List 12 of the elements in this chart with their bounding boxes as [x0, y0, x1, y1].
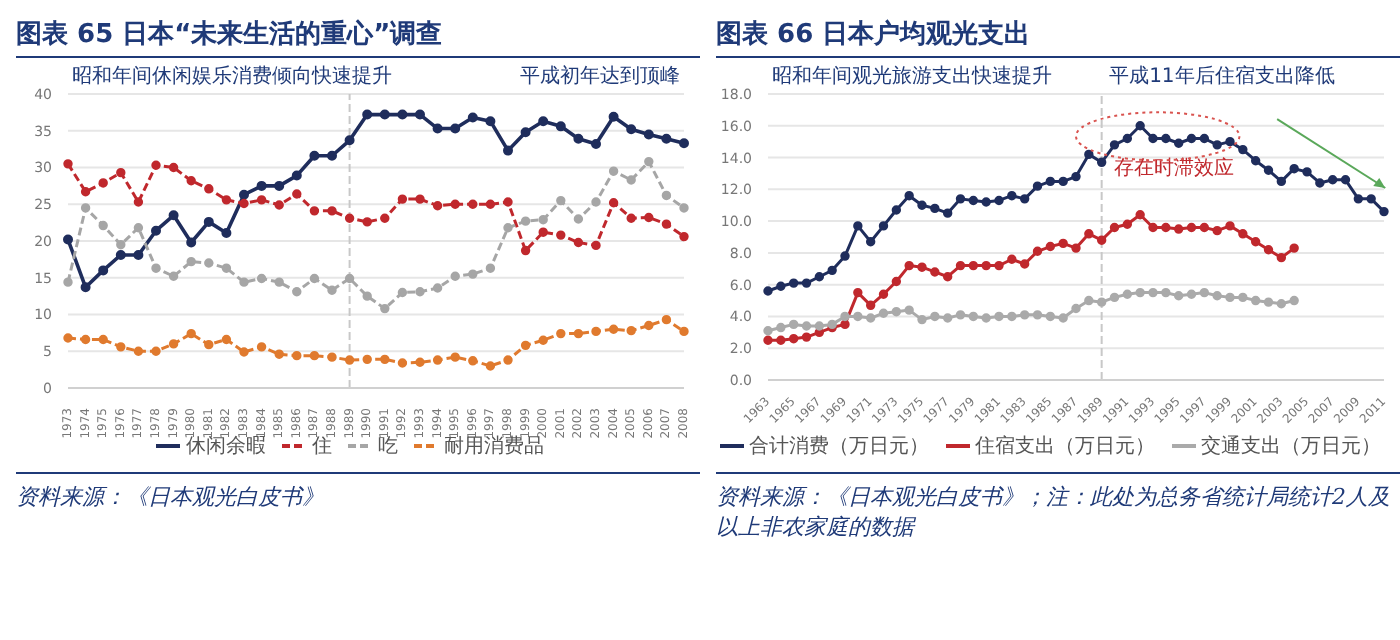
chart-title: 图表 65 日本“未来生活的重心”调查	[16, 16, 700, 58]
text: 昭和年间休闲娱乐消费倾向快速提升	[72, 63, 392, 90]
text: 资料来源：《日本观光白皮书》；注：此处为总务省统计局统计2人及以上非农家庭的数据	[716, 472, 1400, 542]
chart-title: 图表 66 日本户均观光支出	[716, 16, 1400, 58]
text: 昭和年间观光旅游支出快速提升	[772, 63, 1052, 90]
text: 平成11年后住宿支出降低	[1109, 63, 1335, 90]
text: 平成初年达到顶峰	[520, 63, 680, 90]
legend-label: 合计消费（万日元）	[749, 433, 929, 460]
legend-label: 交通支出（万日元）	[1201, 433, 1381, 460]
legend-label: 住宿支出（万日元）	[975, 433, 1155, 460]
text: 资料来源：《日本观光白皮书》	[16, 472, 700, 512]
annotation: 存在时滞效应	[1113, 155, 1234, 182]
